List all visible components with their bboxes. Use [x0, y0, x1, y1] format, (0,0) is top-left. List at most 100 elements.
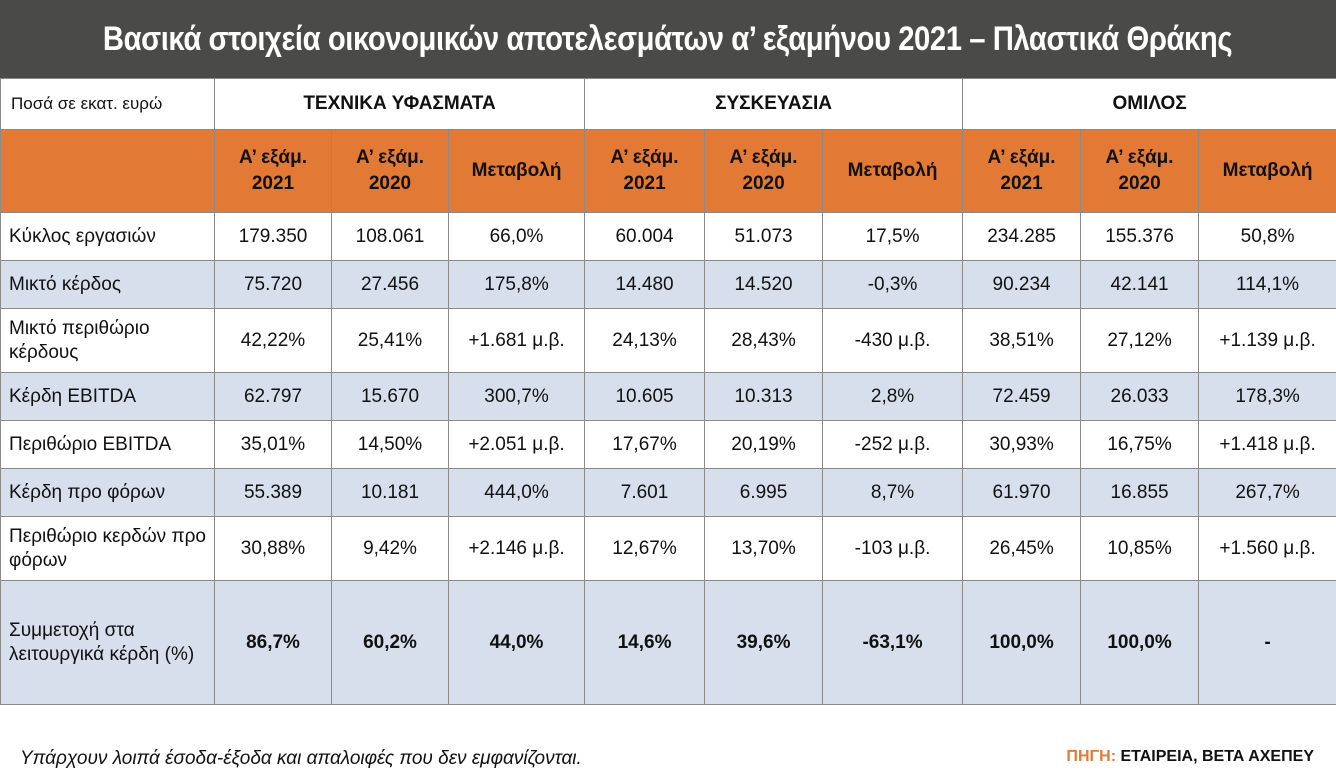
table-cell: 26,45% — [962, 516, 1082, 581]
table-cell: 24,13% — [584, 308, 706, 373]
table-cell: -103 μ.β. — [822, 516, 964, 581]
table-cell: 61.970 — [962, 468, 1082, 517]
table-cell: 100,0% — [1080, 580, 1200, 705]
table-cell: 50,8% — [1198, 212, 1336, 261]
subheader-h1-2020: Α’ εξάμ. 2020 — [331, 129, 449, 213]
table-cell: -0,3% — [822, 260, 964, 309]
table-cell: 234.285 — [962, 212, 1082, 261]
source-credit: ΠΗΓΗ: ΕΤΑΙΡΕΙΑ, ΒΕΤΑ ΑΧΕΠΕΥ — [1066, 748, 1314, 766]
table-cell: - — [1198, 580, 1336, 705]
table-cell: +2.051 μ.β. — [447, 420, 586, 469]
table-cell: +1.418 μ.β. — [1198, 420, 1336, 469]
table-cell: 39,6% — [704, 580, 824, 705]
table-row: Συμμετοχή στα λειτουργικά κέρδη (%) 86,7… — [0, 580, 1336, 705]
table-cell: 10.605 — [584, 372, 706, 421]
table-cell: 14.480 — [584, 260, 706, 309]
table-cell: 2,8% — [822, 372, 964, 421]
table-cell: 10,85% — [1080, 516, 1200, 581]
table-cell: 30,88% — [214, 516, 332, 581]
subheader-change: Μεταβολή — [822, 129, 964, 213]
table-cell: 51.073 — [704, 212, 824, 261]
table-cell: 25,41% — [331, 308, 449, 373]
source-label: ΠΗΓΗ: — [1066, 748, 1117, 765]
footer: Υπάρχουν λοιπά έσοδα-έξοδα και απαλοιφές… — [0, 730, 1336, 774]
table-cell: 300,7% — [447, 372, 586, 421]
footnote: Υπάρχουν λοιπά έσοδα-έξοδα και απαλοιφές… — [20, 748, 582, 769]
group-header-packaging: ΣΥΣΚΕΥΑΣΙΑ — [584, 78, 964, 130]
table-cell: 10.313 — [704, 372, 824, 421]
table-cell: 44,0% — [447, 580, 586, 705]
table-cell: 175,8% — [447, 260, 586, 309]
row-label: Μικτό κέρδος — [0, 260, 215, 309]
table-row: Περιθώριο κερδών προ φόρων 30,88% 9,42% … — [0, 516, 1336, 581]
group-header-group: ΟΜΙΛΟΣ — [962, 78, 1336, 130]
table-cell: 60,2% — [331, 580, 449, 705]
table-cell: 14,50% — [331, 420, 449, 469]
title-bar: Βασικά στοιχεία οικονομικών αποτελεσμάτω… — [0, 0, 1336, 78]
page-title: Βασικά στοιχεία οικονομικών αποτελεσμάτω… — [103, 19, 1233, 58]
subheader-change: Μεταβολή — [1198, 129, 1336, 213]
table-cell: 27,12% — [1080, 308, 1200, 373]
subheader-h1-2021: Α’ εξάμ. 2021 — [214, 129, 332, 213]
table-cell: 7.601 — [584, 468, 706, 517]
table-cell: 444,0% — [447, 468, 586, 517]
table-cell: 17,5% — [822, 212, 964, 261]
table-row: Κύκλος εργασιών 179.350 108.061 66,0% 60… — [0, 212, 1336, 261]
table-cell: 28,43% — [704, 308, 824, 373]
row-label: Κέρδη EBITDA — [0, 372, 215, 421]
table-cell: 179.350 — [214, 212, 332, 261]
table-cell: 86,7% — [214, 580, 332, 705]
table-cell: 13,70% — [704, 516, 824, 581]
table-cell: 27.456 — [331, 260, 449, 309]
financial-table: Ποσά σε εκατ. ευρώ ΤΕΧΝΙΚΑ ΥΦΑΣΜΑΤΑ ΣΥΣΚ… — [0, 78, 1336, 705]
table-cell: -63,1% — [822, 580, 964, 705]
row-label: Μικτό περιθώριο κέρδους — [0, 308, 215, 373]
table-cell: 66,0% — [447, 212, 586, 261]
unit-label: Ποσά σε εκατ. ευρώ — [0, 78, 215, 130]
subheader-h1-2021: Α’ εξάμ. 2021 — [962, 129, 1082, 213]
group-header-technical-fabrics: ΤΕΧΝΙΚΑ ΥΦΑΣΜΑΤΑ — [213, 78, 586, 130]
subheader-h1-2020: Α’ εξάμ. 2020 — [704, 129, 824, 213]
table-cell: 14.520 — [704, 260, 824, 309]
table-cell: 9,42% — [331, 516, 449, 581]
table-row: Κέρδη EBITDA 62.797 15.670 300,7% 10.605… — [0, 372, 1336, 421]
table-cell: 62.797 — [214, 372, 332, 421]
table-cell: 155.376 — [1080, 212, 1200, 261]
row-label: Κέρδη προ φόρων — [0, 468, 215, 517]
subheader-change: Μεταβολή — [447, 129, 586, 213]
table-cell: 108.061 — [331, 212, 449, 261]
table-cell: 6.995 — [704, 468, 824, 517]
table-row: Περιθώριο EBITDA 35,01% 14,50% +2.051 μ.… — [0, 420, 1336, 469]
table-cell: 114,1% — [1198, 260, 1336, 309]
table-cell: -430 μ.β. — [822, 308, 964, 373]
table-cell: 60.004 — [584, 212, 706, 261]
table-cell: 72.459 — [962, 372, 1082, 421]
table-cell: 38,51% — [962, 308, 1082, 373]
table-cell: 100,0% — [962, 580, 1082, 705]
table-cell: +1.681 μ.β. — [447, 308, 586, 373]
table-cell: 16.855 — [1080, 468, 1200, 517]
table-cell: 12,67% — [584, 516, 706, 581]
table-cell: +1.560 μ.β. — [1198, 516, 1336, 581]
row-label: Συμμετοχή στα λειτουργικά κέρδη (%) — [0, 580, 215, 705]
table-cell: +2.146 μ.β. — [447, 516, 586, 581]
table-cell: 17,67% — [584, 420, 706, 469]
table-cell: 15.670 — [331, 372, 449, 421]
source-value: ΕΤΑΙΡΕΙΑ, ΒΕΤΑ ΑΧΕΠΕΥ — [1120, 748, 1314, 765]
table-cell: 8,7% — [822, 468, 964, 517]
table-cell: 42.141 — [1080, 260, 1200, 309]
table-cell: 55.389 — [214, 468, 332, 517]
subheader-empty — [0, 129, 215, 213]
table-cell: 26.033 — [1080, 372, 1200, 421]
table-cell: 20,19% — [704, 420, 824, 469]
table-cell: 90.234 — [962, 260, 1082, 309]
table-cell: -252 μ.β. — [822, 420, 964, 469]
table-row: Μικτό περιθώριο κέρδους 42,22% 25,41% +1… — [0, 308, 1336, 373]
subheader-h1-2021: Α’ εξάμ. 2021 — [584, 129, 706, 213]
table-cell: 267,7% — [1198, 468, 1336, 517]
row-label: Περιθώριο κερδών προ φόρων — [0, 516, 215, 581]
table-cell: +1.139 μ.β. — [1198, 308, 1336, 373]
row-label: Περιθώριο EBITDA — [0, 420, 215, 469]
table-cell: 30,93% — [962, 420, 1082, 469]
table-cell: 35,01% — [214, 420, 332, 469]
